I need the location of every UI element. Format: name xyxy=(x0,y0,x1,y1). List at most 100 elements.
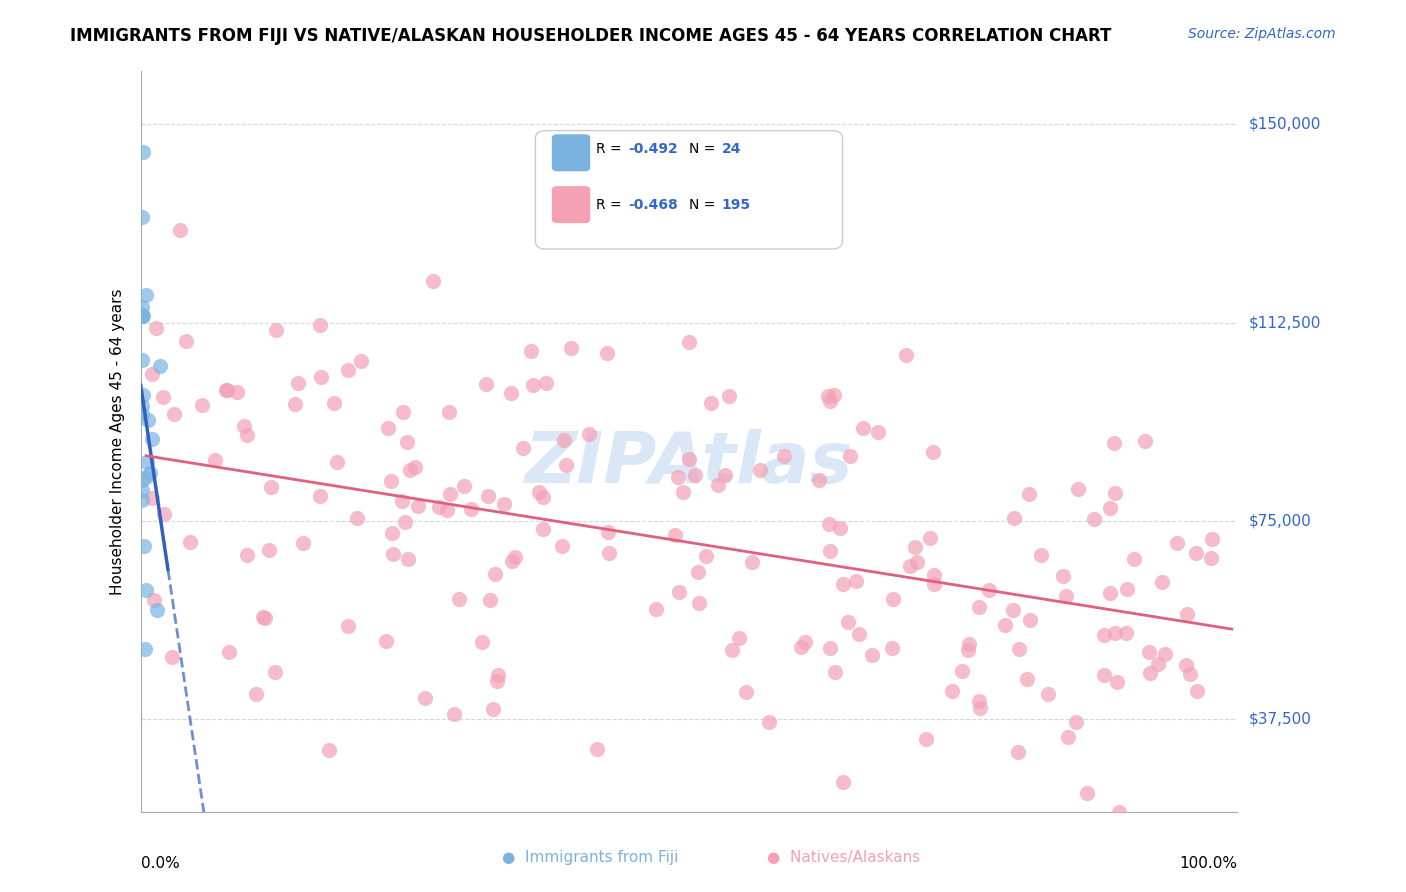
Point xyxy=(1175,607,1198,622)
Point xyxy=(678,335,700,350)
Point xyxy=(921,444,943,458)
Point xyxy=(956,642,979,657)
Point xyxy=(135,583,157,598)
Point xyxy=(790,640,813,654)
Point xyxy=(132,540,155,554)
Point xyxy=(141,367,163,381)
Point xyxy=(232,419,254,434)
Text: 195: 195 xyxy=(721,198,751,211)
Point xyxy=(820,641,842,656)
Point xyxy=(264,323,287,337)
Point xyxy=(531,490,554,504)
Point xyxy=(1201,533,1223,547)
Point xyxy=(1098,501,1121,516)
Text: 24: 24 xyxy=(721,142,741,156)
Point xyxy=(531,522,554,536)
Point xyxy=(404,459,426,474)
Point xyxy=(131,310,153,324)
Point xyxy=(406,500,429,514)
Point xyxy=(941,684,963,698)
Point xyxy=(837,615,859,629)
Point xyxy=(141,432,163,446)
Point xyxy=(598,546,620,560)
Point xyxy=(252,609,274,624)
Point xyxy=(1104,485,1126,500)
Point xyxy=(832,577,855,591)
Point xyxy=(1104,626,1126,640)
Text: -0.492: -0.492 xyxy=(628,142,678,156)
Point xyxy=(668,585,690,599)
FancyBboxPatch shape xyxy=(536,130,842,249)
Point xyxy=(1056,730,1078,744)
Point xyxy=(449,592,471,607)
Point xyxy=(664,528,686,542)
Point xyxy=(190,398,212,412)
FancyBboxPatch shape xyxy=(551,135,591,171)
Point xyxy=(131,210,153,224)
Point xyxy=(828,521,851,535)
Point xyxy=(132,145,155,159)
Point xyxy=(131,300,153,314)
Point xyxy=(845,574,868,588)
Point xyxy=(512,441,534,455)
Point xyxy=(957,637,980,651)
Point xyxy=(1185,684,1208,698)
Point xyxy=(727,631,749,645)
Point xyxy=(218,645,240,659)
Point xyxy=(391,494,413,508)
Point xyxy=(436,503,458,517)
Text: IMMIGRANTS FROM FIJI VS NATIVE/ALASKAN HOUSEHOLDER INCOME AGES 45 - 64 YEARS COR: IMMIGRANTS FROM FIJI VS NATIVE/ALASKAN H… xyxy=(70,27,1112,45)
Point xyxy=(1015,673,1038,687)
Point xyxy=(1038,687,1060,701)
Point xyxy=(131,309,153,323)
Point xyxy=(174,334,197,349)
Point xyxy=(645,601,668,615)
Point xyxy=(245,687,267,701)
Point xyxy=(381,525,404,540)
Point xyxy=(1002,511,1025,525)
Point xyxy=(162,407,184,421)
Point xyxy=(578,427,600,442)
Point xyxy=(318,742,340,756)
Point xyxy=(1076,786,1098,800)
Point xyxy=(1099,586,1122,600)
Point xyxy=(823,387,845,401)
Point xyxy=(1102,435,1125,450)
Point xyxy=(226,384,249,399)
Point xyxy=(967,694,990,708)
Point xyxy=(717,389,740,403)
Point xyxy=(169,223,191,237)
Point xyxy=(1064,714,1087,729)
Point xyxy=(439,405,461,419)
Point xyxy=(284,397,307,411)
Point xyxy=(1001,602,1024,616)
Point xyxy=(391,405,413,419)
Point xyxy=(413,691,436,706)
Point xyxy=(350,353,373,368)
Point xyxy=(134,642,156,657)
Point xyxy=(260,480,283,494)
Point xyxy=(486,668,509,682)
Point xyxy=(1137,645,1160,659)
Point xyxy=(131,399,153,413)
Point xyxy=(215,383,238,397)
Point xyxy=(721,643,744,657)
Point xyxy=(1185,546,1208,560)
Point xyxy=(503,550,526,565)
Point xyxy=(967,599,990,614)
Point xyxy=(852,420,875,434)
Point xyxy=(346,511,368,525)
Point xyxy=(1008,641,1031,656)
Point xyxy=(326,454,349,468)
Point xyxy=(688,596,710,610)
Text: ●  Natives/Alaskans: ● Natives/Alaskans xyxy=(768,850,920,865)
Point xyxy=(257,543,280,558)
Point xyxy=(136,413,159,427)
Point xyxy=(666,469,689,483)
Point xyxy=(678,451,700,466)
Point xyxy=(922,577,945,591)
Text: R =: R = xyxy=(596,142,626,156)
Point xyxy=(1147,657,1170,672)
Point xyxy=(204,452,226,467)
Point xyxy=(398,462,420,476)
